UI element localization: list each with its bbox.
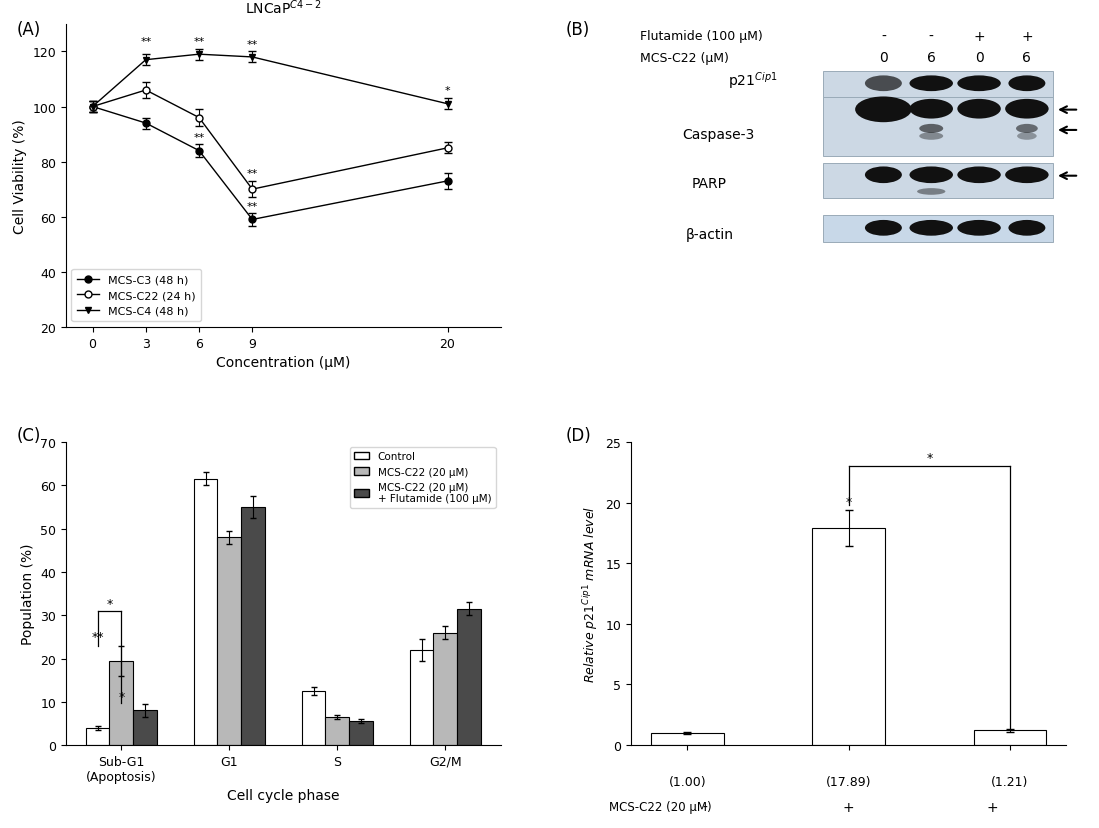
Bar (822, 215, 1053, 243)
Text: (D): (D) (566, 426, 591, 445)
Ellipse shape (1017, 133, 1036, 141)
Text: **: ** (193, 37, 204, 47)
Text: *: * (445, 86, 451, 96)
Ellipse shape (910, 221, 953, 237)
Y-axis label: Population (%): Population (%) (21, 543, 35, 644)
Bar (433, 633, 457, 745)
Text: Flutamide (100 μM): Flutamide (100 μM) (640, 31, 763, 43)
Ellipse shape (1006, 99, 1048, 119)
Ellipse shape (910, 167, 953, 184)
Ellipse shape (917, 189, 945, 195)
Text: MCS-C22 (μM): MCS-C22 (μM) (640, 51, 729, 65)
Text: **: ** (246, 169, 258, 179)
Text: **: ** (91, 631, 103, 643)
Text: (B): (B) (566, 21, 590, 39)
Ellipse shape (865, 167, 902, 184)
Ellipse shape (865, 76, 902, 92)
Bar (241, 508, 265, 745)
Bar (822, 72, 1053, 98)
Y-axis label: Cell Viability (%): Cell Viability (%) (13, 119, 26, 233)
Text: 0: 0 (879, 51, 888, 65)
Ellipse shape (1006, 167, 1048, 184)
X-axis label: Cell cycle phase: Cell cycle phase (227, 788, 340, 802)
Bar (325, 717, 349, 745)
Ellipse shape (910, 76, 953, 92)
Legend: MCS-C3 (48 h), MCS-C22 (24 h), MCS-C4 (48 h): MCS-C3 (48 h), MCS-C22 (24 h), MCS-C4 (4… (71, 270, 201, 322)
Bar (974, 730, 1046, 745)
Text: *: * (119, 690, 124, 703)
Ellipse shape (919, 133, 943, 141)
Text: PARP: PARP (692, 176, 726, 190)
Text: **: ** (246, 202, 258, 212)
Y-axis label: Relative $p21^{Cip1}$ mRNA level: Relative $p21^{Cip1}$ mRNA level (581, 505, 600, 682)
Text: **: ** (193, 133, 204, 143)
Text: β-actin: β-actin (686, 229, 733, 242)
Text: **: ** (246, 40, 258, 50)
Ellipse shape (910, 99, 953, 119)
Text: (C): (C) (16, 426, 41, 445)
Legend: Control, MCS-C22 (20 μM), MCS-C22 (20 μM)
+ Flutamide (100 μM): Control, MCS-C22 (20 μM), MCS-C22 (20 μM… (349, 448, 496, 508)
Ellipse shape (1017, 125, 1037, 134)
Text: +: + (974, 30, 985, 44)
Bar (302, 691, 325, 745)
Text: p21$^{Cip1}$: p21$^{Cip1}$ (729, 70, 778, 91)
Ellipse shape (919, 125, 943, 134)
Bar (86, 728, 110, 745)
Text: +: + (843, 800, 854, 814)
Title: LNCaP$^{C4-2}$: LNCaP$^{C4-2}$ (245, 0, 322, 17)
Bar (651, 733, 723, 745)
Text: -: - (846, 827, 851, 828)
Text: (A): (A) (16, 21, 41, 39)
Bar (218, 537, 241, 745)
Bar (110, 661, 133, 745)
Text: +: + (1021, 30, 1033, 44)
Text: 6: 6 (926, 51, 935, 65)
Text: *: * (107, 597, 112, 610)
Ellipse shape (855, 98, 912, 123)
Ellipse shape (1009, 76, 1045, 92)
Text: -: - (702, 827, 708, 828)
Text: MCS-C22 (20 μM): MCS-C22 (20 μM) (610, 800, 712, 812)
Ellipse shape (957, 167, 1001, 184)
Ellipse shape (957, 99, 1001, 119)
Bar (349, 721, 373, 745)
Text: *: * (926, 451, 932, 465)
Bar (812, 528, 885, 745)
Bar (457, 609, 481, 745)
Text: +: + (986, 827, 998, 828)
X-axis label: Concentration (μM): Concentration (μM) (217, 356, 351, 370)
Bar (410, 650, 433, 745)
Text: Caspase-3: Caspase-3 (682, 128, 754, 142)
Text: *: * (845, 495, 852, 508)
Ellipse shape (865, 221, 902, 237)
Ellipse shape (957, 221, 1001, 237)
Bar (822, 164, 1053, 199)
Text: -: - (929, 30, 934, 44)
Bar (133, 710, 157, 745)
Bar (193, 479, 218, 745)
Text: **: ** (141, 37, 152, 47)
Text: Flutamide (100 μM): Flutamide (100 μM) (610, 827, 725, 828)
Text: +: + (986, 800, 998, 814)
Ellipse shape (957, 76, 1001, 92)
Text: 6: 6 (1022, 51, 1031, 65)
Bar (822, 98, 1053, 156)
Ellipse shape (1009, 221, 1045, 237)
Text: 0: 0 (975, 51, 984, 65)
Text: -: - (702, 800, 708, 814)
Text: -: - (881, 30, 886, 44)
